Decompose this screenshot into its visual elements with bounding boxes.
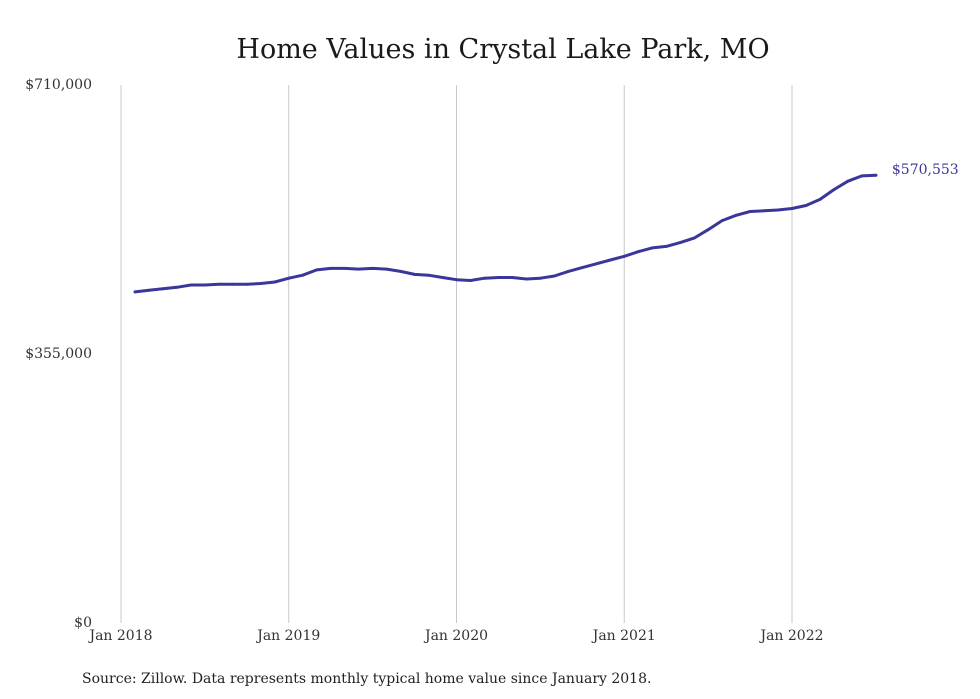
x-axis-ticks: Jan 2018 Jan 2019 Jan 2020 Jan 2021 Jan 2022 (87, 628, 823, 644)
data-point (580, 266, 584, 269)
y-axis-ticks: $0 $355,000 $710,000 (25, 77, 92, 631)
data-point (189, 283, 193, 287)
x-tick-label: Jan 2020 (423, 628, 488, 644)
data-point (301, 273, 305, 277)
data-point (203, 283, 207, 287)
data-point (497, 276, 500, 279)
data-point (790, 207, 794, 210)
series-line (133, 173, 878, 294)
gridlines (120, 85, 793, 623)
data-points (133, 173, 878, 294)
data-point (259, 282, 263, 285)
data-point (678, 241, 682, 245)
data-point (343, 267, 347, 270)
x-tick-label: Jan 2021 (591, 628, 656, 644)
data-point (874, 173, 878, 177)
data-point (650, 246, 654, 250)
data-point (860, 174, 864, 178)
data-point (511, 276, 514, 279)
data-point (748, 210, 752, 213)
data-point (273, 280, 277, 284)
data-point (832, 188, 836, 192)
source-note: Source: Zillow. Data represents monthly … (82, 671, 651, 687)
data-point (734, 213, 738, 217)
data-point (664, 245, 668, 248)
data-point (287, 276, 291, 280)
data-point (776, 208, 780, 212)
x-tick-label: Jan 2019 (255, 628, 320, 644)
data-point (371, 267, 374, 270)
data-point (846, 179, 850, 183)
data-point (245, 282, 249, 286)
data-point (329, 267, 333, 270)
end-value-label: $570,553 (892, 162, 959, 178)
data-point (720, 219, 724, 223)
data-point (706, 228, 710, 232)
data-point (608, 258, 612, 262)
data-point (161, 287, 165, 291)
data-point (469, 279, 472, 282)
data-point (804, 204, 808, 207)
data-point (455, 278, 458, 282)
data-point (399, 270, 402, 273)
data-point (357, 267, 360, 271)
x-tick-label: Jan 2022 (758, 628, 823, 644)
data-point (175, 285, 179, 289)
data-point (594, 262, 598, 266)
data-point (553, 274, 556, 278)
data-point (622, 254, 626, 258)
data-point (413, 273, 416, 276)
data-point (385, 267, 388, 271)
data-point (441, 276, 444, 279)
data-point (636, 250, 640, 254)
data-point (133, 290, 137, 294)
data-point (315, 268, 319, 272)
x-tick-label: Jan 2018 (87, 628, 152, 644)
data-point (539, 276, 542, 280)
data-point (525, 277, 528, 281)
data-point (147, 288, 151, 292)
data-point (818, 198, 822, 201)
data-point (427, 273, 430, 277)
y-tick-label: $710,000 (25, 77, 92, 93)
data-point (692, 236, 696, 240)
chart-title: Home Values in Crystal Lake Park, MO (236, 34, 769, 65)
data-point (483, 276, 486, 280)
y-tick-label: $0 (74, 615, 92, 631)
data-point (762, 209, 766, 213)
data-point (217, 282, 221, 286)
data-point (231, 282, 235, 286)
y-tick-label: $355,000 (25, 346, 92, 362)
data-point (566, 270, 570, 273)
